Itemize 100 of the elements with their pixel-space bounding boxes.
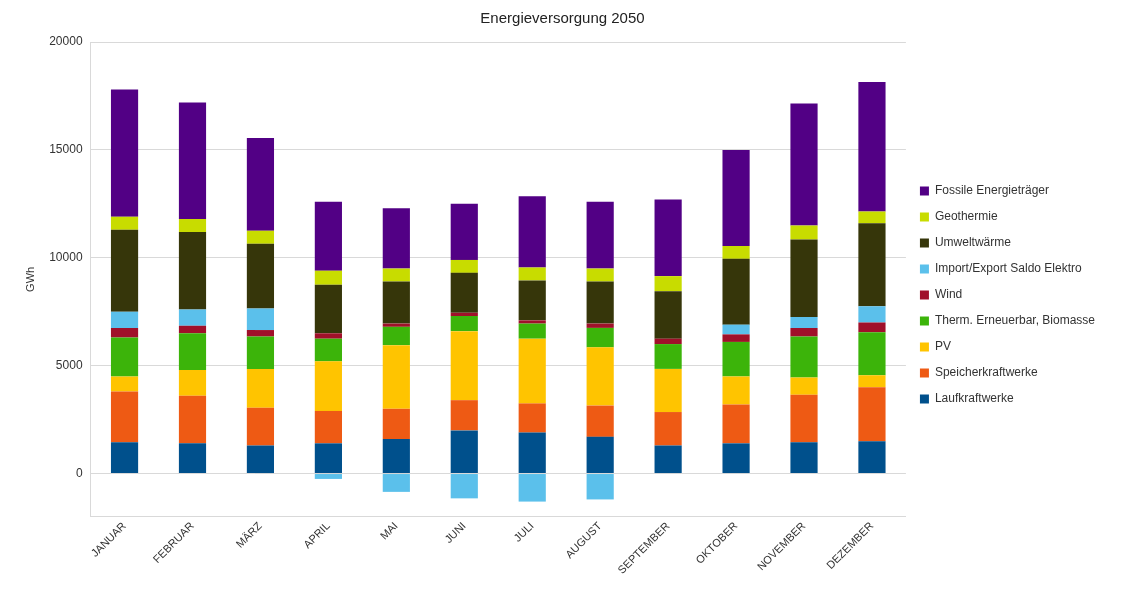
bar: [110, 311, 139, 328]
bar: [450, 272, 478, 313]
bar: [654, 276, 682, 292]
bar: [382, 326, 410, 346]
legend-label: Therm. Erneuerbar, Biomasse: [934, 313, 1096, 328]
bar: [858, 387, 886, 442]
bar: [518, 474, 546, 502]
bar: [450, 203, 478, 260]
bar: [450, 430, 478, 474]
bar: [790, 239, 818, 318]
legend-label: Laufkraftwerke: [934, 391, 1014, 406]
bar: [722, 404, 750, 444]
bar: [654, 338, 682, 345]
bar: [518, 338, 546, 404]
legend-label: Umweltwärme: [934, 235, 1012, 250]
legend-label: Geothermie: [934, 209, 998, 224]
bar: [790, 327, 818, 337]
bar: [722, 245, 750, 259]
bar: [178, 309, 207, 326]
y-tick-label: 15000: [49, 142, 83, 157]
bar: [314, 333, 342, 339]
bar: [654, 368, 682, 413]
bar: [314, 338, 342, 362]
bar: [382, 323, 410, 327]
bar: [518, 196, 546, 268]
bar: [450, 331, 478, 401]
bar: [790, 317, 818, 328]
chart-title: Energieversorgung 2050: [480, 9, 645, 27]
bar: [654, 199, 682, 277]
bar: [586, 474, 614, 500]
bar: [314, 410, 342, 444]
bar: [790, 377, 818, 395]
bar: [722, 334, 750, 342]
bar: [858, 306, 886, 323]
bar: [586, 323, 614, 328]
bar: [518, 432, 546, 474]
bar: [790, 394, 818, 443]
bar: [178, 395, 207, 444]
bar: [314, 361, 342, 411]
bar: [654, 412, 682, 446]
bar: [246, 368, 275, 408]
y-tick-label: 20000: [49, 34, 83, 49]
bar: [790, 336, 818, 378]
bar: [790, 103, 818, 226]
bar: [654, 344, 682, 369]
bar: [178, 325, 207, 334]
bar: [178, 231, 207, 310]
bar: [858, 322, 886, 333]
bar: [858, 211, 886, 224]
bar: [518, 320, 546, 324]
bar: [110, 337, 139, 377]
bar: [518, 280, 546, 321]
y-tick-label: 10000: [49, 250, 83, 265]
bar: [178, 102, 207, 219]
bar: [450, 259, 478, 273]
bar: [518, 403, 546, 433]
bar: [314, 284, 342, 334]
bar: [110, 327, 139, 338]
bar: [450, 474, 478, 499]
bar: [314, 270, 342, 285]
bar: [246, 336, 275, 369]
bar: [790, 225, 818, 240]
bar: [518, 267, 546, 281]
bar: [382, 345, 410, 409]
y-tick-label: 5000: [55, 357, 83, 372]
legend-label: Speicherkraftwerke: [934, 365, 1038, 380]
bar: [382, 208, 410, 269]
y-axis-title: GWh: [23, 266, 36, 292]
bar: [178, 443, 207, 474]
bar: [110, 229, 139, 312]
bar: [586, 268, 614, 282]
bar: [586, 201, 614, 269]
bar: [314, 474, 342, 479]
bar: [246, 407, 275, 446]
bar: [722, 376, 750, 405]
x-tick-label: MAI: [377, 519, 400, 542]
bar: [858, 375, 886, 388]
bar: [858, 81, 886, 212]
legend-label: Fossile Energieträger: [934, 183, 1049, 198]
bar: [110, 391, 139, 443]
bar: [178, 333, 207, 370]
bar: [450, 400, 478, 431]
bar: [722, 443, 750, 474]
bar: [450, 312, 478, 317]
legend-label: PV: [934, 339, 951, 354]
bar: [246, 230, 275, 244]
bar: [722, 258, 750, 325]
bar: [246, 308, 275, 331]
bar: [246, 243, 275, 309]
legend-label: Wind: [934, 287, 963, 302]
bar: [722, 149, 750, 246]
bar: [110, 376, 139, 392]
bar: [178, 369, 207, 396]
bar: [722, 341, 750, 377]
bar: [858, 223, 886, 307]
bar: [518, 323, 546, 339]
bar: [314, 443, 342, 474]
bar: [450, 316, 478, 332]
bar: [722, 324, 750, 335]
bar: [110, 216, 139, 230]
